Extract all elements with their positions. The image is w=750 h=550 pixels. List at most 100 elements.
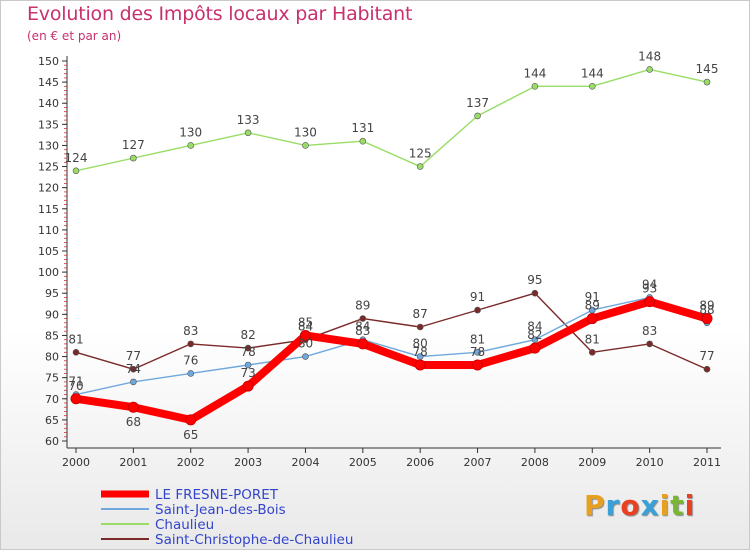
- y-tick-label: 95: [45, 287, 59, 300]
- x-tick-label: 2000: [62, 456, 90, 469]
- data-label: 81: [470, 332, 485, 346]
- logo-letter: i: [684, 489, 696, 522]
- data-point: [531, 289, 539, 297]
- y-tick-label: 125: [38, 161, 59, 174]
- data-point: [701, 313, 713, 325]
- legend-label: Saint-Christophe-de-Chaulieu: [155, 532, 353, 548]
- data-label: 89: [355, 299, 370, 313]
- data-label: 95: [527, 273, 542, 287]
- proxiti-logo: Proxiti: [584, 489, 695, 522]
- data-label: 81: [585, 332, 600, 346]
- data-label: 85: [298, 315, 313, 329]
- series-line-0: [72, 297, 711, 424]
- data-point: [586, 313, 598, 325]
- data-point: [187, 340, 195, 348]
- data-label: 83: [355, 324, 370, 338]
- data-point: [472, 359, 484, 371]
- data-label: 82: [240, 328, 255, 342]
- data-label: 84: [298, 320, 313, 334]
- data-label: 76: [183, 353, 198, 367]
- data-point: [531, 83, 539, 90]
- series-line-2: [75, 68, 708, 172]
- data-point: [299, 329, 311, 341]
- y-tick-label: 80: [45, 351, 59, 364]
- x-tick-label: 2005: [349, 456, 377, 469]
- data-label: 78: [413, 345, 428, 359]
- data-point: [588, 83, 596, 90]
- y-tick-label: 110: [38, 224, 59, 237]
- series-line-1: [75, 296, 708, 396]
- x-tick-label: 2002: [177, 456, 205, 469]
- data-label: 91: [585, 290, 600, 304]
- data-label: 83: [642, 324, 657, 338]
- x-tick-label: 2008: [521, 456, 549, 469]
- data-label: 145: [696, 62, 719, 76]
- y-tick-label: 115: [38, 203, 59, 216]
- data-label: 81: [68, 332, 83, 346]
- data-point: [72, 349, 80, 356]
- data-point: [474, 306, 481, 314]
- y-tick-label: 140: [38, 97, 59, 110]
- logo-letter: t: [670, 489, 685, 522]
- data-label: 91: [470, 290, 485, 304]
- y-tick-label: 105: [38, 245, 59, 258]
- data-point: [187, 370, 195, 377]
- data-label: 80: [298, 337, 313, 351]
- legend-label: LE FRESNE-PORET: [155, 487, 279, 503]
- data-label: 71: [68, 375, 83, 389]
- x-tick-label: 2010: [636, 456, 664, 469]
- logo-letter: o: [620, 489, 641, 522]
- y-tick-label: 75: [45, 372, 59, 385]
- x-tick-label: 2001: [119, 456, 147, 469]
- data-point: [70, 393, 82, 405]
- data-label: 125: [409, 147, 432, 161]
- data-point: [72, 167, 80, 175]
- data-point: [703, 78, 711, 86]
- data-point: [588, 349, 596, 356]
- y-tick-label: 100: [38, 266, 59, 279]
- data-point: [244, 361, 252, 369]
- data-point: [474, 349, 481, 356]
- y-tick-label: 60: [45, 435, 59, 448]
- data-point: [703, 365, 711, 373]
- data-label: 89: [699, 299, 714, 313]
- x-tick-label: 2006: [406, 456, 434, 469]
- data-label: 144: [523, 66, 546, 80]
- data-label: 130: [179, 125, 202, 139]
- data-point: [644, 296, 656, 308]
- y-tick-label: 120: [38, 182, 59, 195]
- data-label: 130: [294, 125, 317, 139]
- data-point: [242, 380, 254, 392]
- y-tick-label: 135: [38, 118, 59, 131]
- y-tick-label: 65: [45, 414, 59, 427]
- x-tick-label: 2007: [464, 456, 492, 469]
- data-point: [357, 338, 369, 350]
- logo-letter: x: [640, 489, 660, 522]
- data-label: 131: [351, 121, 374, 135]
- legend-label: Chaulieu: [155, 517, 214, 533]
- data-point: [130, 154, 137, 162]
- data-point: [244, 129, 252, 137]
- data-point: [529, 342, 541, 354]
- data-label: 78: [240, 345, 255, 359]
- data-point: [130, 378, 137, 386]
- data-point: [359, 137, 367, 145]
- y-tick-label: 85: [45, 329, 59, 342]
- data-label: 84: [355, 320, 370, 334]
- data-label: 68: [126, 415, 141, 429]
- data-label: 78: [470, 345, 485, 359]
- data-label: 74: [126, 362, 141, 376]
- data-point: [416, 163, 424, 170]
- logo-letter: i: [659, 489, 671, 522]
- data-point: [127, 401, 139, 413]
- data-label: 77: [699, 349, 714, 363]
- y-tick-label: 70: [45, 393, 59, 406]
- data-label: 73: [240, 366, 255, 380]
- data-point: [359, 315, 367, 322]
- data-point: [185, 414, 197, 426]
- data-label: 144: [581, 66, 604, 80]
- data-point: [302, 142, 309, 149]
- x-tick-label: 2011: [693, 456, 721, 469]
